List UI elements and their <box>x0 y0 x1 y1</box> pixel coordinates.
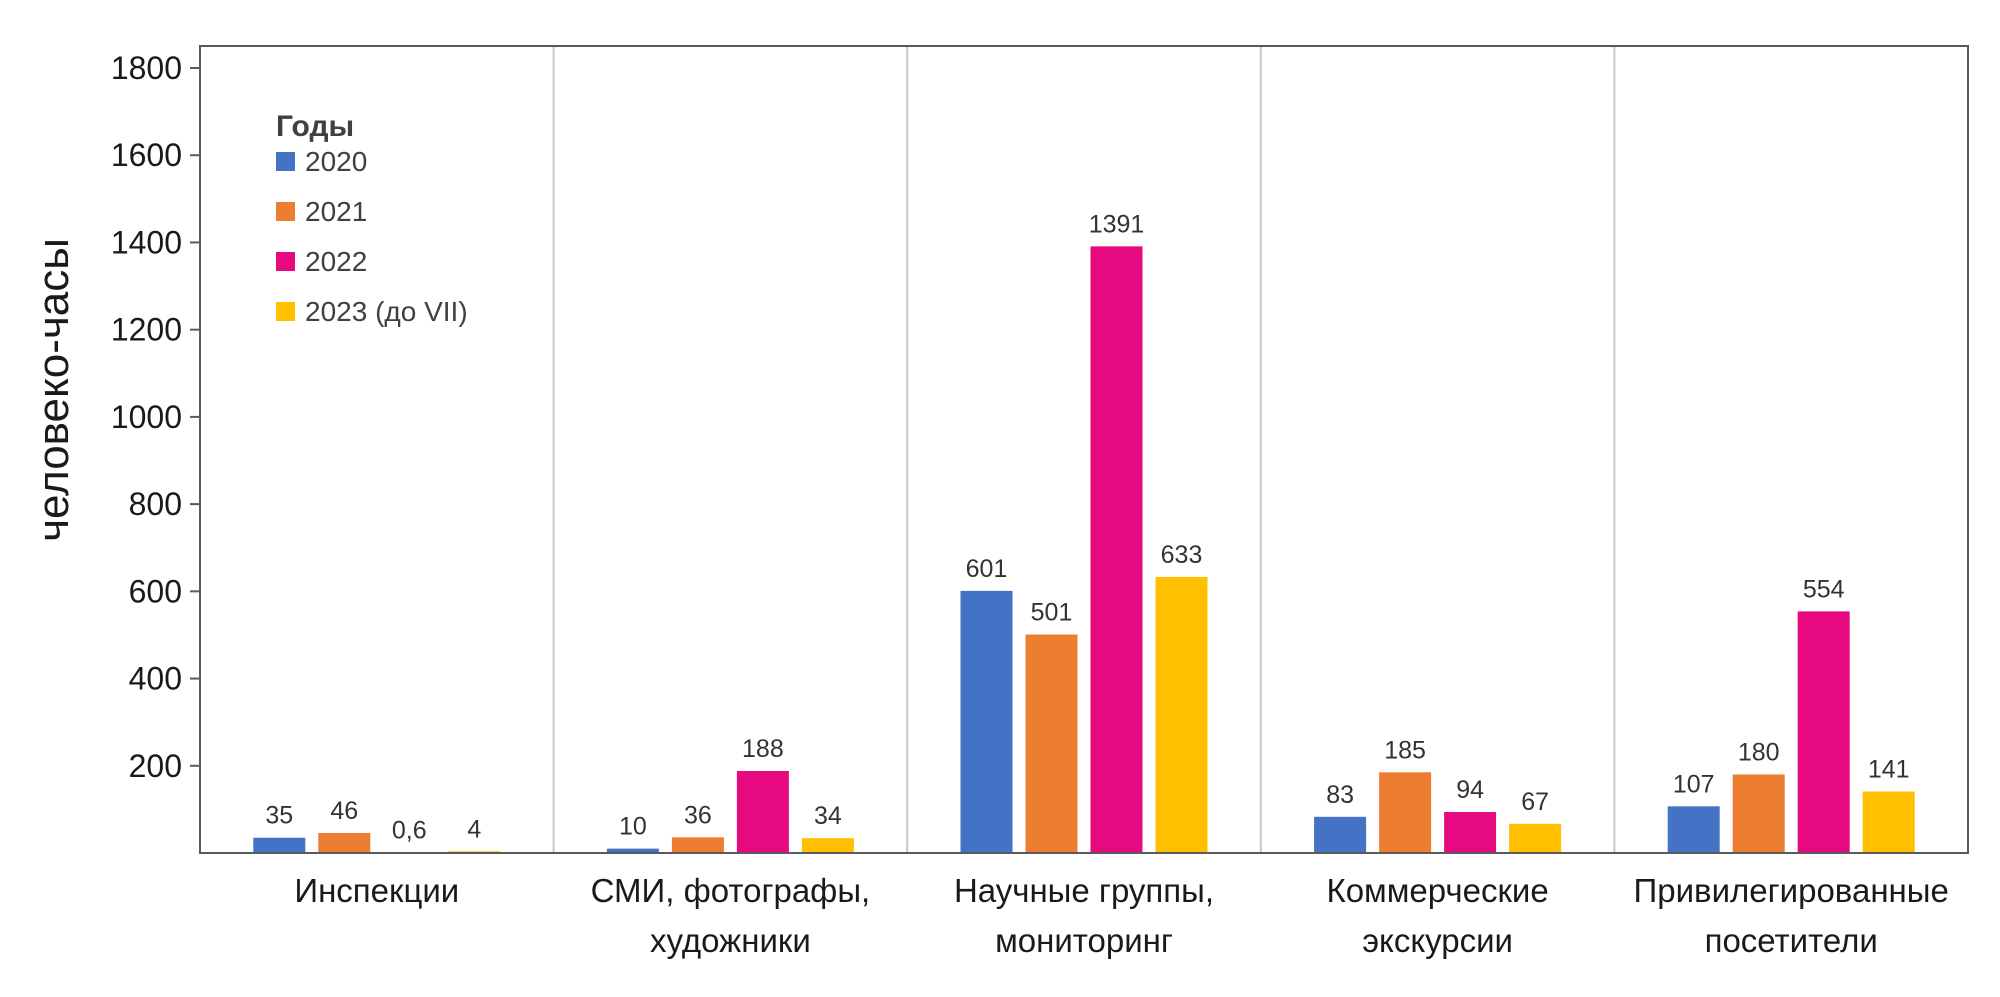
data-label: 36 <box>684 801 712 829</box>
y-tick-label: 200 <box>129 748 182 784</box>
legend: Годы 2020 2021 2022 2023 (до VII) <box>276 110 468 327</box>
y-tick-label: 400 <box>129 661 182 697</box>
x-axis-labels: Инспекции СМИ, фотографы, художники Научные… <box>294 872 1948 959</box>
data-label: 46 <box>330 797 358 825</box>
data-labels: 35 10 601 83 107 46 36 501 185 180 0,6 188 1391 94 554… <box>265 210 1909 844</box>
bar <box>606 848 659 853</box>
bar <box>318 832 371 853</box>
bar <box>1667 806 1720 853</box>
bar <box>1509 823 1562 853</box>
bar <box>1025 634 1078 853</box>
data-label: 4 <box>467 815 481 843</box>
bar <box>1314 816 1367 853</box>
data-label: 180 <box>1738 739 1780 767</box>
category-separators <box>552 46 1616 853</box>
data-label: 554 <box>1803 575 1845 603</box>
bar <box>671 837 724 853</box>
data-label: 94 <box>1456 776 1484 804</box>
bar <box>1862 791 1915 853</box>
bars <box>253 246 1915 853</box>
data-label: 83 <box>1326 781 1354 809</box>
x-category-label: посетители <box>1705 922 1878 959</box>
bar <box>1797 611 1850 853</box>
x-category-label: Научные группы, <box>954 872 1214 909</box>
data-label: 1391 <box>1089 210 1145 238</box>
data-label: 0,6 <box>392 817 427 845</box>
bar <box>1155 576 1208 853</box>
bar <box>801 838 854 853</box>
bar <box>1090 246 1143 853</box>
legend-swatch <box>276 152 295 171</box>
x-category-label: экскурсии <box>1362 922 1513 959</box>
y-tick-label: 1200 <box>111 312 182 348</box>
data-label: 633 <box>1161 541 1203 569</box>
data-label: 188 <box>742 735 784 763</box>
y-tick-label: 1800 <box>111 50 182 86</box>
data-label: 107 <box>1673 770 1715 798</box>
data-label: 141 <box>1868 756 1910 784</box>
bar <box>1732 774 1785 853</box>
y-tick-label: 1600 <box>111 137 182 173</box>
x-category-label: мониторинг <box>995 922 1173 959</box>
x-category-label: художники <box>650 922 811 959</box>
bar <box>1379 772 1432 853</box>
y-tick-label: 800 <box>129 486 182 522</box>
y-axis-title: человеко-часы <box>29 238 78 542</box>
legend-swatch <box>276 202 295 221</box>
data-label: 34 <box>814 802 842 830</box>
legend-items: 2020 2021 2022 2023 (до VII) <box>276 146 468 327</box>
data-label: 67 <box>1521 788 1549 816</box>
legend-title: Годы <box>276 110 354 143</box>
data-label: 35 <box>265 802 293 830</box>
legend-label: 2023 (до VII) <box>305 296 468 327</box>
legend-label: 2021 <box>305 196 367 227</box>
bar <box>1444 812 1497 853</box>
bar <box>960 590 1013 853</box>
y-tick-label: 1400 <box>111 224 182 260</box>
x-category-label: Инспекции <box>294 872 459 909</box>
data-label: 601 <box>966 555 1008 583</box>
legend-swatch <box>276 252 295 271</box>
bar <box>253 837 306 853</box>
y-tick-label: 600 <box>129 573 182 609</box>
legend-label: 2020 <box>305 146 367 177</box>
y-tick-label: 1000 <box>111 399 182 435</box>
data-label: 501 <box>1031 599 1073 627</box>
x-category-label: Коммерческие <box>1326 872 1548 909</box>
legend-label: 2022 <box>305 246 367 277</box>
x-category-label: Привилегированные <box>1634 872 1949 909</box>
legend-swatch <box>276 302 295 321</box>
data-label: 10 <box>619 813 647 841</box>
plot-frame <box>199 45 1969 854</box>
bar <box>736 771 789 853</box>
data-label: 185 <box>1384 736 1426 764</box>
x-category-label: СМИ, фотографы, <box>591 872 871 909</box>
y-axis: 200 400 600 800 1000 1200 1400 1600 1800 <box>111 50 200 784</box>
